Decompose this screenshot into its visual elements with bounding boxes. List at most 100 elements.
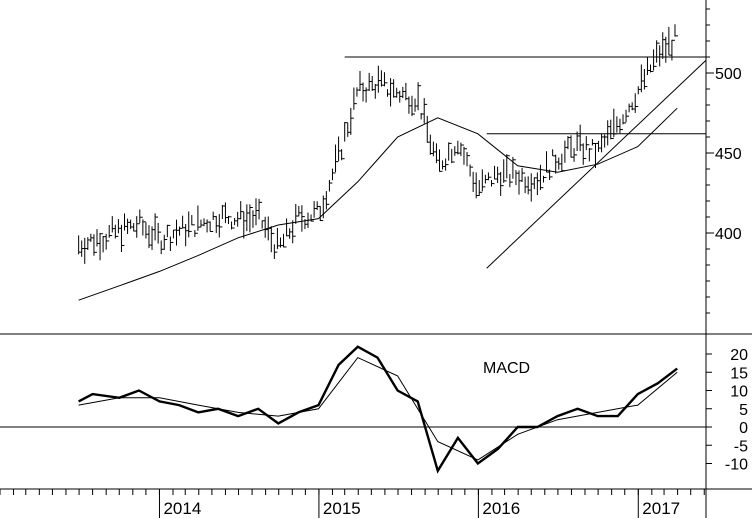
price-bar (463, 146, 467, 165)
price-bar (99, 232, 104, 261)
price-bar (163, 234, 168, 250)
price-bar (643, 68, 648, 90)
price-bar (313, 201, 318, 218)
price-bar (273, 244, 278, 259)
price-bar (301, 205, 305, 232)
price-bar (105, 233, 110, 250)
price-bar (298, 206, 302, 217)
price-panel: 400 450 500 (78, 8, 742, 314)
price-bar (154, 213, 159, 241)
price-bar (659, 45, 663, 67)
price-bar (506, 154, 510, 179)
price-bar (237, 211, 241, 227)
price-bar (417, 82, 422, 111)
price-bar (588, 148, 593, 162)
price-bar (628, 103, 633, 113)
price-bar (625, 109, 630, 123)
price-bar (399, 90, 403, 103)
price-bar (209, 221, 214, 232)
price-bar (481, 169, 486, 192)
price-bar (539, 164, 544, 191)
price-bar (102, 235, 107, 253)
price-bar (188, 211, 192, 238)
price-bar (206, 219, 211, 233)
price-tick-label: 400 (715, 226, 742, 243)
price-bar (478, 180, 483, 196)
price-bar (377, 65, 382, 93)
price-axis: 400 450 500 (706, 8, 742, 314)
year-label: 2015 (323, 499, 361, 518)
annotation-lines (344, 56, 707, 269)
price-bar (84, 237, 88, 264)
price-bar (258, 198, 263, 220)
price-bar (665, 36, 669, 63)
price-bar (127, 218, 131, 235)
price-bar (261, 220, 266, 229)
price-bar (133, 223, 137, 232)
price-bar (604, 134, 608, 148)
price-bar (634, 93, 639, 113)
macd-line (78, 345, 678, 474)
price-bar (350, 107, 354, 135)
price-bar (402, 86, 406, 99)
price-bar (142, 219, 146, 236)
price-bar (78, 235, 82, 255)
price-bar (319, 205, 324, 222)
price-bar (289, 228, 293, 239)
price-bar (573, 148, 578, 162)
price-bar (224, 202, 229, 224)
price-bar (130, 219, 134, 230)
price-bar (362, 82, 367, 102)
price-bar (176, 219, 180, 246)
price-bar (393, 79, 397, 98)
macd-tick-label: 0 (739, 420, 748, 437)
price-bar (252, 210, 256, 228)
price-bar (536, 172, 541, 196)
price-bar (246, 204, 250, 232)
price-tick-label: 450 (715, 146, 742, 163)
price-bar (591, 139, 596, 146)
price-bar (558, 157, 562, 170)
price-bar (157, 222, 162, 244)
price-bar (445, 158, 449, 171)
price-bar (616, 116, 620, 133)
price-bar (646, 56, 651, 75)
price-bar (561, 153, 565, 172)
price-bar (530, 173, 535, 202)
price-bar (640, 64, 645, 93)
price-bar (570, 135, 575, 158)
price-bar (276, 227, 281, 250)
price-bar (160, 240, 165, 255)
price-bar (484, 174, 489, 184)
price-bar (185, 223, 189, 247)
price-bar (295, 204, 299, 224)
price-bar (264, 216, 269, 238)
price-bar (564, 140, 568, 163)
price-bar (619, 118, 623, 134)
price-bar (194, 230, 198, 237)
macd-tick-label: -5 (734, 438, 748, 455)
price-bar (408, 96, 412, 114)
price-bar (212, 211, 217, 220)
price-bar (662, 32, 666, 59)
price-bar (601, 133, 605, 153)
price-bar (423, 98, 428, 124)
price-bar (316, 201, 321, 210)
price-bar (374, 83, 379, 99)
price-bar (353, 87, 357, 110)
macd-tick-label: 10 (730, 384, 748, 401)
price-bar (542, 175, 547, 183)
price-bar (668, 26, 672, 56)
price-bar (255, 198, 260, 226)
price-bar (466, 151, 471, 167)
price-bar (451, 148, 455, 164)
price-bar (227, 215, 232, 224)
price-bar (487, 172, 492, 181)
price-bar (637, 86, 642, 95)
price-bar (448, 142, 452, 161)
price-bar (96, 229, 100, 247)
price-bar (512, 156, 516, 179)
